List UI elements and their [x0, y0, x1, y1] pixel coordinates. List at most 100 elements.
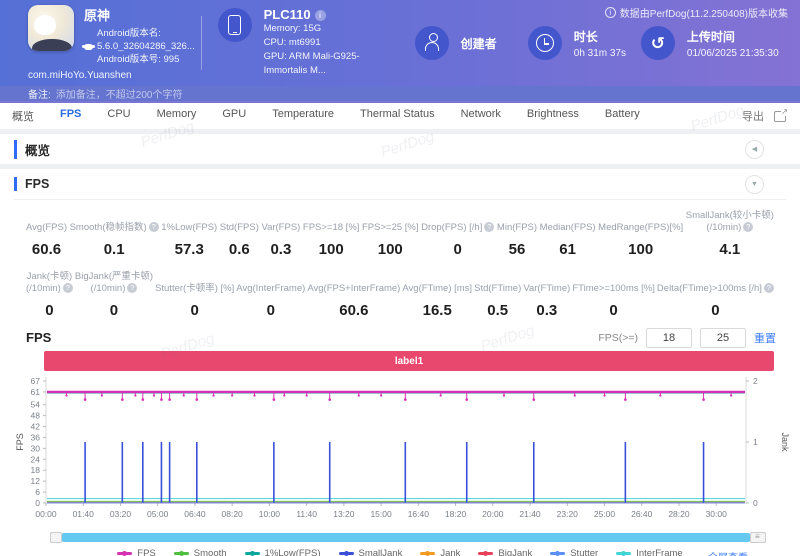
collect-note: i 数据由PerfDog(11.2.250408)版本收集	[605, 5, 788, 20]
stat-item: SmallJank(较小卡顿) (/10min)?4.1	[686, 210, 774, 259]
fps-chart[interactable]: 676154484236302418126021000:0001:4003:20…	[14, 373, 794, 531]
legend-item-interframe[interactable]: InterFrame	[616, 548, 682, 556]
device-info-icon[interactable]: i	[315, 10, 326, 21]
stat-item: Avg(FPS+InterFrame)60.6	[307, 271, 400, 320]
legend-color-dash	[420, 552, 435, 555]
chart-label-bar[interactable]: label1	[44, 351, 774, 371]
tab-cpu[interactable]: CPU	[107, 108, 130, 124]
stat-value: 0	[267, 302, 275, 320]
legend-color-dash	[174, 552, 189, 555]
remark-input[interactable]: 添加备注，不超过200个字符	[56, 86, 183, 101]
stat-value: 0.1	[104, 241, 125, 259]
info-icon[interactable]: ?	[149, 222, 159, 232]
stat-item: FPS>=18 [%] 100	[303, 210, 360, 259]
duration-block: 时长 0h 31m 37s	[528, 26, 627, 60]
stat-item: Delta(FTime)>100ms [/h]?0	[657, 271, 774, 320]
android-icon	[84, 44, 93, 50]
tab-fps[interactable]: FPS	[60, 108, 81, 124]
legend-color-dash	[478, 552, 493, 555]
legend-name: BigJank	[498, 548, 532, 556]
overview-collapse-button[interactable]: ◀	[745, 140, 764, 159]
history-icon: ↺	[641, 26, 675, 60]
stat-item: Std(FTime)0.5	[474, 271, 521, 320]
svg-text:01:40: 01:40	[73, 509, 95, 519]
svg-text:00:00: 00:00	[35, 509, 57, 519]
stat-item: Avg(FPS)60.6	[26, 210, 67, 259]
tab-network[interactable]: Network	[461, 108, 501, 124]
legend-name: SmallJank	[359, 548, 403, 556]
svg-text:67: 67	[31, 376, 41, 386]
chart-scrollbar[interactable]	[50, 533, 766, 542]
stat-label: SmallJank(较小卡顿) (/10min)?	[686, 210, 774, 234]
info-icon[interactable]: ?	[743, 222, 753, 232]
tab-battery[interactable]: Battery	[605, 108, 640, 124]
tab-brightness[interactable]: Brightness	[527, 108, 579, 124]
tab-gpu[interactable]: GPU	[222, 108, 246, 124]
tab-thermal-status[interactable]: Thermal Status	[360, 108, 435, 124]
app-icon	[28, 5, 74, 51]
stat-item: Var(FTime)0.3	[523, 271, 570, 320]
fps-collapse-button[interactable]: ▼	[745, 175, 764, 194]
scrollbar-fill[interactable]	[62, 533, 750, 542]
tab-memory[interactable]: Memory	[157, 108, 197, 124]
legend-item-smooth[interactable]: Smooth	[174, 548, 227, 556]
legend-item-jank[interactable]: Jank	[420, 548, 460, 556]
legend-item-smalljank[interactable]: SmallJank	[339, 548, 403, 556]
svg-text:0: 0	[35, 498, 40, 508]
app-version-name: Android版本名: 5.6.0_32604286_326...	[97, 27, 195, 53]
legend-item-fps[interactable]: FPS	[117, 548, 155, 556]
stat-value: 0	[110, 302, 118, 320]
tab-bar-items: 概览 FPS CPU Memory GPU Temperature Thermal Stat…	[12, 108, 640, 124]
tab-bar: 概览 FPS CPU Memory GPU Temperature Thermal Stat…	[0, 101, 800, 129]
fps-threshold-input-2[interactable]	[700, 328, 746, 348]
stat-label: Avg(InterFrame)	[236, 283, 305, 295]
export-button[interactable]: 导出	[742, 108, 764, 124]
reset-button[interactable]: 重置	[754, 330, 776, 346]
info-icon[interactable]: ?	[127, 283, 137, 293]
creator-label: 创建者	[461, 35, 497, 52]
tab-概览[interactable]: 概览	[12, 108, 34, 124]
app-package: com.miHoYo.Yuanshen	[28, 70, 195, 81]
svg-text:54: 54	[31, 400, 41, 410]
legend-item-stutter[interactable]: Stutter	[550, 548, 598, 556]
info-icon: i	[605, 7, 616, 18]
legend-item-1-low-fps-[interactable]: 1%Low(FPS)	[245, 548, 321, 556]
stat-label: FPS>=18 [%]	[303, 222, 360, 234]
fps-threshold-input-1[interactable]	[646, 328, 692, 348]
svg-text:Jank: Jank	[780, 432, 790, 452]
fullscreen-button[interactable]: 全屏查看	[708, 549, 748, 556]
stat-value: 0	[190, 302, 198, 320]
svg-text:03:20: 03:20	[110, 509, 132, 519]
export-icon[interactable]	[774, 111, 786, 122]
clock-icon	[528, 26, 562, 60]
svg-text:26:40: 26:40	[631, 509, 653, 519]
svg-text:18:20: 18:20	[445, 509, 467, 519]
legend-item-bigjank[interactable]: BigJank	[478, 548, 532, 556]
stat-label: Min(FPS)	[497, 222, 537, 234]
stat-value: 60.6	[339, 302, 368, 320]
stat-label: BigJank(严重卡顿) (/10min)?	[75, 271, 153, 295]
stat-value: 100	[319, 241, 344, 259]
duration-label: 时长	[574, 28, 626, 45]
info-icon[interactable]: ?	[484, 222, 494, 232]
svg-text:24: 24	[31, 454, 41, 464]
info-icon[interactable]: ?	[63, 283, 73, 293]
fps-stats-row-1: Avg(FPS)60.6Smooth(稳帧指数)?0.11%Low(FPS)57…	[0, 200, 800, 261]
svg-text:10:00: 10:00	[259, 509, 281, 519]
svg-text:42: 42	[31, 422, 41, 432]
legend-color-dash	[550, 552, 565, 555]
svg-text:1: 1	[753, 437, 758, 447]
stat-value: 57.3	[175, 241, 204, 259]
svg-text:2: 2	[753, 376, 758, 386]
info-icon[interactable]: ?	[764, 283, 774, 293]
stat-item: BigJank(严重卡顿) (/10min)? 0	[75, 271, 153, 320]
stat-item: Drop(FPS) [/h]?0	[421, 210, 494, 259]
upload-label: 上传时间	[687, 28, 779, 45]
svg-text:30:00: 30:00	[706, 509, 728, 519]
svg-text:23:20: 23:20	[557, 509, 579, 519]
tab-temperature[interactable]: Temperature	[272, 108, 334, 124]
svg-text:6: 6	[35, 487, 40, 497]
stat-item: Min(FPS)56	[497, 210, 537, 259]
svg-text:61: 61	[31, 387, 41, 397]
stat-label: MedRange(FPS)[%]	[598, 222, 683, 234]
